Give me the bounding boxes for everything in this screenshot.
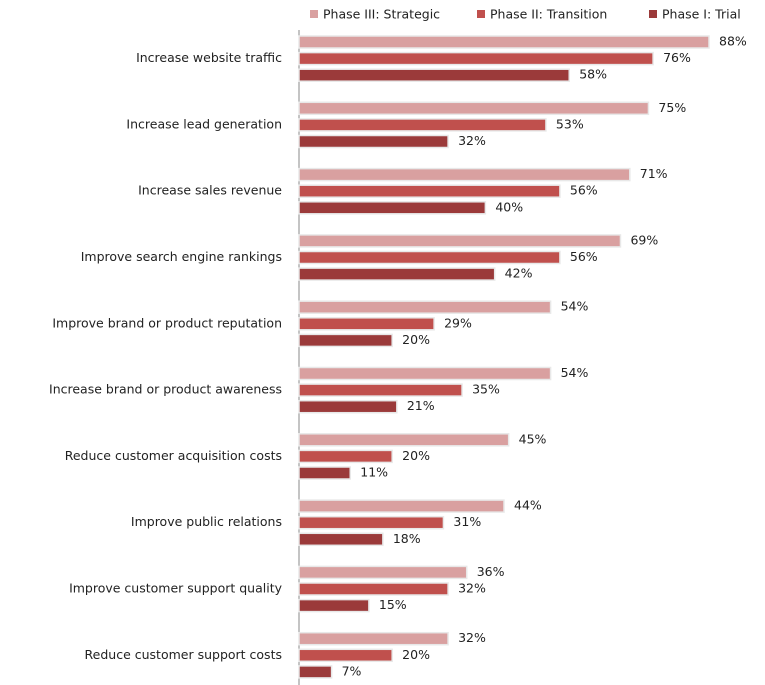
value-label: 40% (495, 199, 523, 214)
bar (298, 631, 449, 646)
bar (298, 317, 435, 331)
value-label: 15% (379, 597, 407, 612)
value-label: 71% (640, 166, 668, 181)
value-label: 75% (658, 100, 686, 115)
bar (298, 532, 384, 547)
bar (298, 68, 570, 82)
value-label: 56% (570, 183, 598, 198)
value-label: 32% (458, 630, 486, 645)
legend-label: Phase III: Strategic (323, 7, 440, 22)
bar (298, 35, 710, 49)
value-label: 54% (561, 365, 589, 380)
legend-swatch (649, 10, 657, 18)
category-label: Reduce customer support costs (85, 647, 282, 662)
bar (298, 466, 351, 480)
bar (298, 366, 552, 381)
category-label: Increase sales revenue (138, 183, 282, 198)
value-label: 76% (663, 50, 691, 65)
value-label: 20% (402, 647, 430, 662)
value-label: 58% (579, 67, 607, 82)
bar (298, 201, 487, 215)
value-label: 21% (407, 398, 435, 413)
legend-swatch (477, 10, 485, 18)
value-label: 18% (393, 531, 421, 546)
category-label: Improve search engine rankings (81, 249, 282, 264)
value-label: 7% (342, 663, 362, 678)
bar (298, 118, 547, 132)
value-label: 42% (505, 266, 533, 281)
bar (298, 433, 510, 447)
bar (298, 250, 561, 265)
value-label: 11% (360, 465, 388, 480)
bar (298, 300, 552, 314)
value-label: 45% (519, 431, 547, 446)
legend-label: Phase II: Transition (490, 7, 607, 22)
bar (298, 399, 398, 414)
bar (298, 648, 393, 663)
bar (298, 383, 463, 397)
value-label: 56% (570, 249, 598, 264)
bar (298, 267, 496, 281)
category-label: Increase lead generation (126, 116, 282, 131)
value-label: 35% (472, 382, 500, 397)
bar (298, 598, 370, 613)
value-label: 32% (458, 581, 486, 596)
value-label: 44% (514, 498, 542, 513)
bar (298, 167, 631, 182)
bar (298, 234, 622, 248)
value-label: 53% (556, 116, 584, 131)
bar (298, 565, 468, 580)
legend-label: Phase I: Trial (662, 7, 741, 22)
bar (298, 333, 393, 348)
bar (298, 184, 561, 198)
value-label: 88% (719, 34, 747, 49)
category-label: Improve brand or product reputation (52, 315, 282, 330)
bar (298, 499, 505, 513)
category-label: Improve public relations (131, 514, 282, 529)
category-label: Improve customer support quality (69, 581, 283, 596)
bar (298, 101, 650, 116)
value-label: 36% (477, 564, 505, 579)
value-label: 54% (561, 299, 589, 314)
bar (298, 134, 449, 149)
bar (298, 449, 393, 464)
legend-swatch (310, 10, 318, 18)
bar (298, 515, 445, 530)
value-label: 69% (630, 232, 658, 247)
value-label: 20% (402, 332, 430, 347)
bar (298, 665, 333, 679)
bar (298, 51, 654, 66)
category-label: Reduce customer acquisition costs (65, 448, 282, 463)
value-label: 31% (453, 514, 481, 529)
bar (298, 582, 449, 596)
category-label: Increase brand or product awareness (49, 382, 282, 397)
value-label: 20% (402, 448, 430, 463)
category-label: Increase website traffic (136, 50, 282, 65)
value-label: 29% (444, 315, 472, 330)
value-label: 32% (458, 133, 486, 148)
